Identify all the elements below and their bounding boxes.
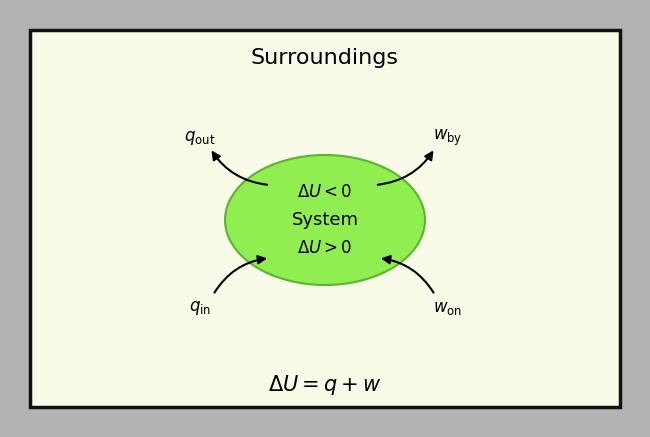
Text: $q_{\rm out}$: $q_{\rm out}$ [185, 129, 216, 147]
Bar [30, 30, 620, 407]
Text: $q_{\rm in}$: $q_{\rm in}$ [189, 299, 211, 317]
Ellipse shape [225, 155, 425, 285]
Text: $\Delta U = q + w$: $\Delta U = q + w$ [268, 373, 382, 397]
Text: $w_{\rm by}$: $w_{\rm by}$ [434, 128, 463, 148]
Text: $\Delta U < 0$: $\Delta U < 0$ [297, 183, 353, 201]
Text: Surroundings: Surroundings [251, 48, 399, 68]
Text: System: System [291, 211, 359, 229]
Text: $w_{\rm on}$: $w_{\rm on}$ [434, 299, 463, 317]
Text: $\Delta U > 0$: $\Delta U > 0$ [297, 239, 353, 257]
